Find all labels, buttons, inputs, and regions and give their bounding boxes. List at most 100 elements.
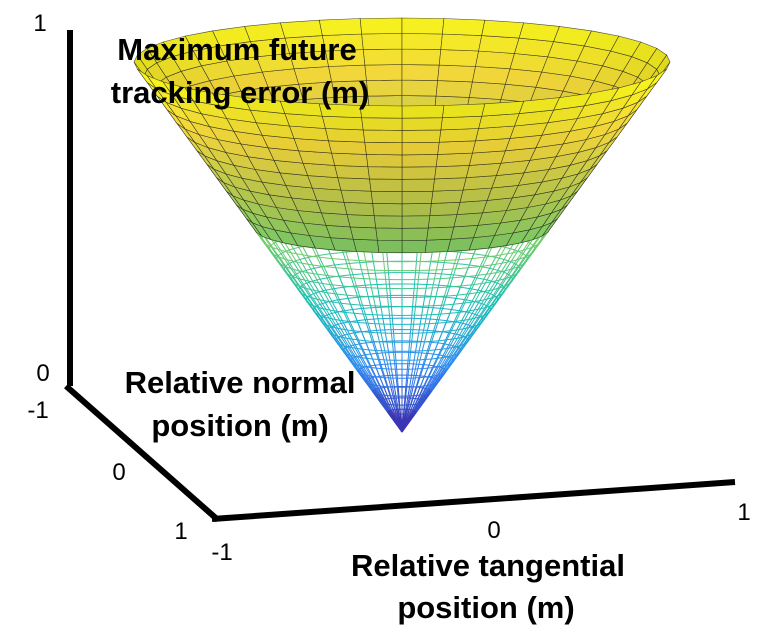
surface-facet-back [481,19,525,39]
y-axis-title-line: Relative normal [125,365,356,400]
surface-facet-front [367,166,403,180]
surface-facet-front [321,115,364,131]
surface-facet-front [481,100,525,117]
surface-facet-back [440,33,483,52]
surface-facet-front [316,200,348,215]
surface-facet-front [453,212,484,228]
surface-facet-back [437,64,476,83]
surface-facet-back [468,81,506,100]
z-ticks: 1 0 [33,10,49,387]
mesh-ring-line [290,260,513,298]
y-tick-label: 1 [174,518,187,545]
mesh-ring-line [327,317,477,343]
surface-facet-front [340,189,374,204]
surface-facet-front [435,152,473,168]
surface-facet-back [478,35,520,54]
surface-facet-back [362,48,403,66]
surface-facet-front [352,238,380,253]
surface-facet-front [359,105,403,119]
surface-facet-back [442,18,486,36]
surface-facet-front [427,214,458,229]
surface-facet-front [401,105,445,119]
surface-facet-back [472,66,511,85]
surface-facet-back [435,80,473,98]
mesh-ring-line [313,294,491,325]
surface-facet-back [366,79,403,97]
surface-facet-back [401,79,438,97]
surface-facet-front [373,215,403,229]
surface-facet-front [346,214,377,229]
mesh-ring-line [320,306,484,334]
surface-facet-front [375,227,403,241]
y-axis-line [64,383,220,523]
surface-facet-back [364,64,403,81]
surface-facet-back [401,48,442,66]
surface-facet-front [401,215,431,229]
mesh-ring-line [364,374,440,388]
mesh-ring-line [379,397,425,406]
x-ticks: -1 0 1 [211,499,750,566]
surface-facet-front [401,117,443,131]
mesh-ring-line [335,328,469,352]
surface-facet-front [331,152,369,168]
y-axis-title: Relative normal position (m) [125,365,356,443]
surface-facet-front [401,203,432,217]
surface-facet-front [450,224,479,240]
z-tick-label: 0 [36,360,49,387]
surface-facet-front [401,178,435,192]
surface-facet-front [424,238,452,253]
surface-facet-front [372,203,403,217]
surface-facet-front [364,141,403,156]
surface-facet-back [475,50,515,70]
surface-facet-front [369,178,403,192]
surface-facet-front [362,129,403,144]
surface-facet-front [426,226,455,241]
surface-facet-back [401,64,440,81]
x-axis-title: Relative tangential position (m) [351,548,625,625]
mesh-ring-line [283,249,521,290]
surface-facet-front [361,117,403,131]
surface-facet-front [430,189,464,204]
surface-facet-back [361,33,403,50]
z-tick-label: 1 [33,10,46,37]
y-ticks: -1 0 1 [27,397,187,545]
surface-facet-back [359,17,403,35]
surface-facet-front [437,140,476,155]
x-axis-title-line: Relative tangential [351,548,625,583]
x-tick-label: 0 [487,517,500,544]
mesh-ring-line [394,420,410,424]
z-axis-title: Maximum future tracking error (m) [111,32,369,110]
surface-facet-back [438,49,479,67]
cone-solid-surface [133,17,671,254]
surface-facet-front [377,239,403,254]
surface-facet-front [401,190,434,205]
surface-facet-front [429,201,461,217]
surface-facet-back [401,17,445,35]
surface-facet-front [401,166,437,180]
surface-facet-front [432,177,467,192]
surface-facet-front [328,140,367,155]
z-axis-title-line: Maximum future [117,32,356,67]
mesh-ring-line [386,408,418,415]
surface-facet-front [320,212,351,228]
x-axis-title-line: position (m) [397,590,574,625]
mesh-ring-line [342,340,462,361]
surface-facet-front [401,227,429,241]
z-axis-title-line: tracking error (m) [111,75,369,110]
mesh-ring-line [298,272,506,307]
surface-facet-front [401,154,438,168]
surface-facet-front [366,154,403,168]
y-tick-label: -1 [27,397,48,424]
y-tick-label: 0 [112,459,125,486]
surface-facet-front [456,200,488,215]
mesh-ring-line [349,351,455,370]
surface-facet-front [334,165,370,180]
surface-facet-front [401,129,442,144]
surface-facet-front [325,224,354,240]
surface-facet-front [442,103,486,119]
surface-facet-front [349,226,378,241]
mesh-ring-line [305,283,499,317]
surface-facet-front [343,201,375,217]
x-tick-label: -1 [211,539,232,566]
